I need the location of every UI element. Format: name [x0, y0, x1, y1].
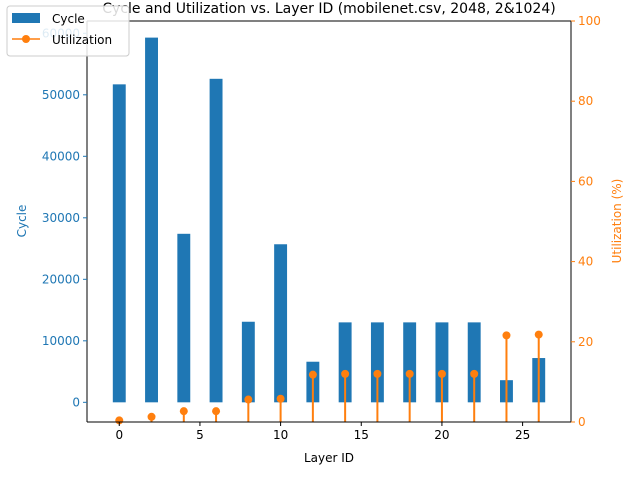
cycle-bar [145, 37, 158, 403]
utilization-point [437, 369, 446, 378]
cycle-bar [370, 322, 384, 403]
y-right-ticks: 0 20 40 60 80 100 [571, 14, 601, 429]
legend-swatch-cycle [12, 13, 40, 23]
cycle-bar [467, 322, 481, 403]
cycle-bar [435, 322, 449, 403]
y-right-tick-label: 60 [578, 174, 593, 188]
cycle-bar [209, 78, 223, 403]
x-axis-label: Layer ID [304, 451, 354, 465]
y-right-tick-label: 40 [578, 255, 593, 269]
cycle-bar [112, 84, 126, 403]
axes [86, 20, 572, 423]
utilization-point [470, 369, 479, 378]
x-ticks: 0 5 10 15 20 25 [115, 422, 530, 442]
cycle-bar [177, 233, 191, 403]
utilization-point [534, 330, 543, 339]
x-tick-label: 0 [115, 428, 123, 442]
utilization-point [308, 370, 317, 379]
cycle-bars [112, 37, 546, 403]
utilization-point [276, 394, 285, 403]
y-left-tick-label: 30000 [42, 211, 80, 225]
x-tick-label: 25 [515, 428, 530, 442]
utilization-point [147, 412, 156, 421]
utilization-point [341, 369, 350, 378]
x-tick-label: 5 [196, 428, 204, 442]
y-left-axis-label: Cycle [15, 205, 29, 238]
x-tick-label: 20 [434, 428, 449, 442]
plot-background [87, 21, 571, 422]
utilization-point [244, 395, 253, 404]
cycle-bar [338, 322, 352, 403]
y-left-tick-label: 0 [72, 395, 80, 409]
legend-label-utilization: Utilization [52, 33, 112, 47]
utilization-point [212, 407, 221, 416]
cycle-bar [403, 322, 417, 403]
utilization-point [405, 369, 414, 378]
utilization-point [373, 369, 382, 378]
chart-title: Cycle and Utilization vs. Layer ID (mobi… [102, 1, 555, 17]
y-left-ticks: 0100002000030000400005000060000 [42, 26, 87, 409]
legend-label-cycle: Cycle [52, 12, 85, 26]
x-tick-label: 10 [273, 428, 288, 442]
y-right-tick-label: 100 [578, 14, 601, 28]
legend-swatch-utilization-marker [22, 35, 30, 43]
y-left-tick-label: 40000 [42, 149, 80, 163]
cycle-bar [241, 321, 255, 403]
utilization-point [179, 407, 188, 416]
utilization-stems [118, 334, 540, 422]
y-left-tick-label: 20000 [42, 272, 80, 286]
cycle-bar [274, 244, 288, 403]
utilization-point [502, 331, 511, 340]
y-left-tick-label: 10000 [42, 334, 80, 348]
x-tick-label: 15 [354, 428, 369, 442]
legend: Cycle Utilization [6, 5, 130, 57]
y-right-tick-label: 20 [578, 335, 593, 349]
y-left-tick-label: 50000 [42, 88, 80, 102]
y-right-tick-label: 0 [578, 415, 586, 429]
y-right-axis-label: Utilization (%) [610, 179, 624, 264]
y-right-tick-label: 80 [578, 94, 593, 108]
